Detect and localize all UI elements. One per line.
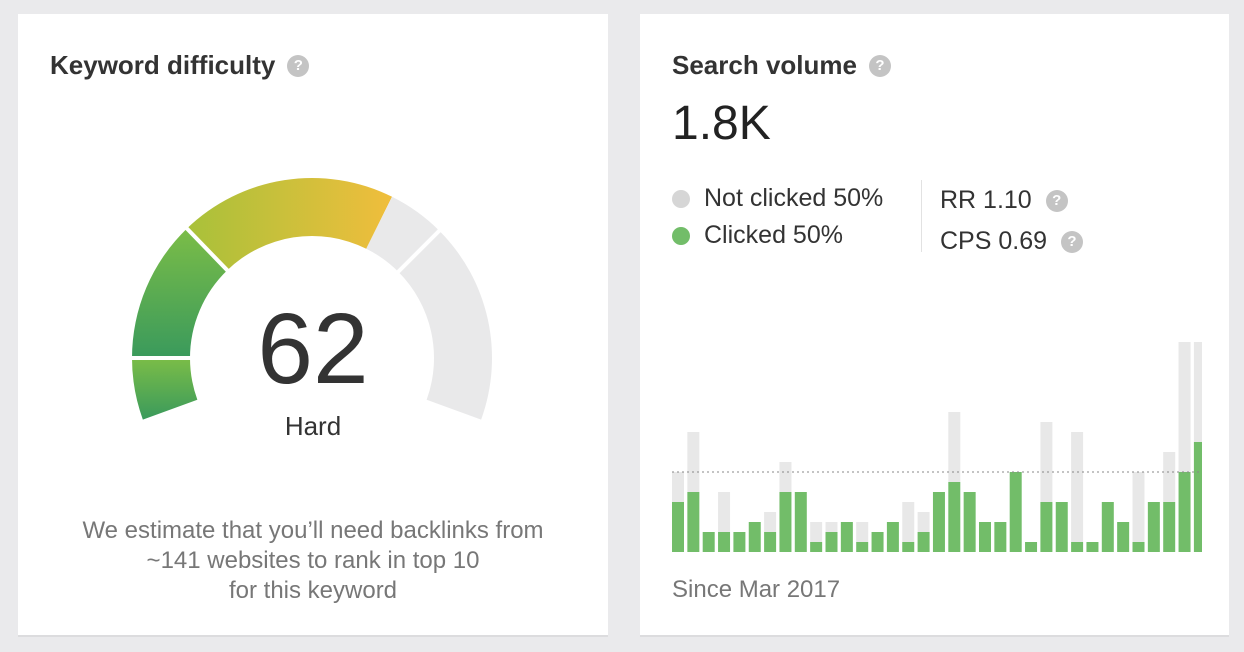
search-volume-title: Search volume ? — [672, 50, 891, 81]
bar-clicked[interactable] — [979, 522, 991, 552]
bar-not-clicked[interactable] — [825, 522, 838, 532]
bar-clicked[interactable] — [1132, 542, 1145, 552]
bar-clicked[interactable] — [1040, 502, 1053, 552]
gauge-segment-easy — [132, 358, 198, 420]
keyword-difficulty-title: Keyword difficulty ? — [50, 50, 310, 81]
gauge-separator — [184, 225, 231, 274]
keyword-difficulty-title-text: Keyword difficulty — [50, 50, 276, 80]
gauge-segment-medium — [132, 228, 228, 358]
bar-clicked[interactable] — [764, 532, 777, 552]
bar-clicked[interactable] — [733, 532, 746, 552]
bar-clicked[interactable] — [1101, 502, 1114, 552]
backlinks-estimate: We estimate that you’ll need backlinks f… — [18, 516, 608, 606]
bar-clicked[interactable] — [917, 532, 930, 552]
gauge-segment-hard-remaining — [366, 196, 440, 272]
bar-clicked[interactable] — [748, 522, 761, 552]
bar-clicked[interactable] — [672, 502, 684, 552]
bar-clicked[interactable] — [856, 542, 869, 552]
bar-clicked[interactable] — [871, 532, 884, 552]
divider — [921, 180, 922, 252]
estimate-line: ~141 websites to rank in top 10 — [146, 547, 480, 574]
bar-clicked[interactable] — [1193, 442, 1202, 552]
bar-clicked[interactable] — [1025, 542, 1038, 552]
legend-clicked: Clicked 50% — [672, 217, 883, 254]
estimate-line: We estimate that you’ll need backlinks f… — [82, 517, 544, 544]
bar-clicked[interactable] — [810, 542, 823, 552]
bar-not-clicked[interactable] — [810, 522, 823, 542]
gauge-segment-hard — [186, 178, 393, 271]
question-circle-icon[interactable]: ? — [868, 54, 891, 77]
bar-clicked[interactable] — [886, 522, 899, 552]
search-volume-title-text: Search volume — [672, 50, 857, 80]
question-circle-icon[interactable]: ? — [1061, 230, 1084, 253]
grey-dot-icon — [672, 189, 690, 208]
difficulty-score: 62 — [257, 293, 369, 405]
bar-clicked[interactable] — [702, 532, 715, 552]
bar-clicked[interactable] — [1055, 502, 1068, 552]
bar-not-clicked[interactable] — [856, 522, 869, 542]
bar-clicked[interactable] — [718, 532, 731, 552]
gauge-segment-super-hard — [398, 230, 492, 420]
search-volume-history-chart — [672, 342, 1202, 552]
bar-clicked[interactable] — [1009, 472, 1022, 552]
search-volume-value: 1.8K — [672, 97, 771, 150]
estimate-line: for this keyword — [228, 577, 398, 604]
keyword-difficulty-card: Keyword difficulty ? 62 Hard We estimate… — [18, 14, 608, 637]
bar-not-clicked[interactable] — [779, 462, 792, 492]
click-metrics: RR 1.10 ? CPS 0.69 ? — [940, 180, 1084, 262]
bar-not-clicked[interactable] — [764, 512, 777, 532]
bar-not-clicked[interactable] — [718, 492, 731, 532]
bar-clicked[interactable] — [1117, 522, 1130, 552]
click-legend: Not clicked 50% Clicked 50% — [672, 180, 883, 254]
rr-value: RR 1.10 — [940, 186, 1032, 214]
question-circle-icon[interactable]: ? — [1045, 189, 1068, 212]
since-date: Since Mar 2017 — [672, 576, 841, 603]
bar-not-clicked[interactable] — [1163, 452, 1176, 502]
bar-clicked[interactable] — [840, 522, 853, 552]
legend-label: Clicked 50% — [704, 221, 843, 249]
green-dot-icon — [672, 226, 690, 245]
question-circle-icon[interactable]: ? — [287, 54, 310, 77]
search-volume-card: Search volume ? 1.8K Not clicked 50% Cli… — [640, 14, 1229, 637]
bar-clicked[interactable] — [687, 492, 700, 552]
difficulty-level: Hard — [284, 411, 342, 441]
bar-clicked[interactable] — [1147, 502, 1160, 552]
rr-metric: RR 1.10 ? — [940, 180, 1083, 221]
bar-not-clicked[interactable] — [672, 472, 684, 502]
bar-clicked[interactable] — [779, 492, 792, 552]
bar-clicked[interactable] — [1178, 472, 1191, 552]
bar-not-clicked[interactable] — [1071, 432, 1084, 542]
legend-label: Not clicked 50% — [704, 184, 884, 212]
bar-not-clicked[interactable] — [948, 412, 961, 482]
bar-clicked[interactable] — [1071, 542, 1084, 552]
bar-clicked[interactable] — [1163, 502, 1176, 552]
bar-not-clicked[interactable] — [687, 432, 700, 492]
bar-clicked[interactable] — [902, 542, 915, 552]
bar-not-clicked[interactable] — [917, 512, 930, 532]
difficulty-gauge — [130, 178, 492, 420]
bar-clicked[interactable] — [963, 492, 976, 552]
gauge-separator — [395, 227, 443, 275]
bar-clicked[interactable] — [825, 532, 838, 552]
bar-not-clicked[interactable] — [902, 502, 915, 542]
bar-clicked[interactable] — [1086, 542, 1099, 552]
bar-clicked[interactable] — [932, 492, 945, 552]
legend-not-clicked: Not clicked 50% — [672, 180, 883, 217]
bar-not-clicked[interactable] — [1040, 422, 1053, 502]
bar-clicked[interactable] — [994, 522, 1007, 552]
bar-clicked[interactable] — [948, 482, 961, 552]
bar-not-clicked[interactable] — [1193, 342, 1202, 442]
bar-clicked[interactable] — [794, 492, 807, 552]
bar-not-clicked[interactable] — [1178, 342, 1191, 472]
bar-not-clicked[interactable] — [1132, 472, 1145, 542]
cps-value: CPS 0.69 — [940, 227, 1048, 255]
cps-metric: CPS 0.69 ? — [940, 221, 1084, 262]
